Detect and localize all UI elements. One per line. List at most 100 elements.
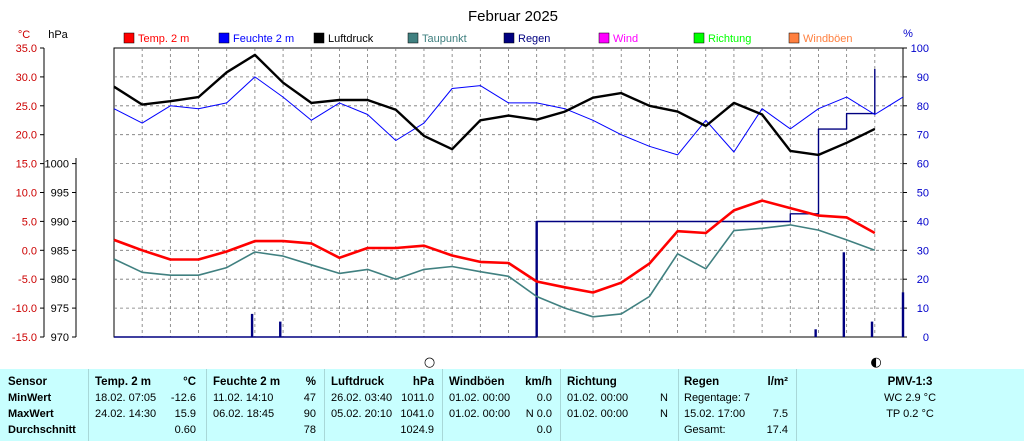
pressure-tick-label: 970 <box>51 332 69 344</box>
stats-pressure-title: Luftdruck <box>331 376 385 388</box>
pressure-tick-label: 985 <box>51 245 69 257</box>
legend-swatch <box>123 32 135 44</box>
stats-gusts-unit: km/h <box>525 376 552 388</box>
stats-direction-title: Richtung <box>567 376 617 388</box>
legend-swatch <box>503 32 515 44</box>
legend-swatch <box>598 32 610 44</box>
temp-tick-label: 25.0 <box>16 101 37 113</box>
legend-label: Windböen <box>803 33 853 45</box>
stats-divider <box>678 369 679 441</box>
stats-direction-min-value: N <box>660 392 668 404</box>
stats-temp-unit: °C <box>183 376 196 388</box>
rain-daily-bar <box>870 321 874 337</box>
percent-tick-label: 80 <box>917 101 929 113</box>
stats-temp-title: Temp. 2 m <box>95 376 152 388</box>
legend-label: Regen <box>518 33 550 45</box>
stats-pmv-dewpoint: TP 0.2 °C <box>886 408 934 420</box>
percent-tick-label: 20 <box>917 274 929 286</box>
rain-daily-bar <box>842 252 846 337</box>
stats-humidity-max-value: 90 <box>303 408 316 420</box>
stats-rain-total-label: Gesamt: <box>684 424 726 436</box>
chart-series: ○ ◐ <box>113 53 905 369</box>
stats-direction-min-time: 01.02. 00:00 <box>567 392 629 404</box>
stats-humidity-max-time: 06.02. 18:45 <box>213 408 275 420</box>
stats-rain-col: Regen l/m² Regentage: 7 15.02. 17:00 7.5… <box>678 369 796 441</box>
rain-daily-bar <box>901 292 905 337</box>
stats-divider <box>560 369 561 441</box>
temp-tick-label: 0.0 <box>22 245 37 257</box>
pressure-unit-label: hPa <box>48 29 68 41</box>
stats-rain-days: Regentage: 7 <box>684 392 751 404</box>
series-line-temp <box>113 199 876 294</box>
stats-divider <box>324 369 325 441</box>
pressure-tick-label: 980 <box>51 274 69 286</box>
percent-tick-label: 60 <box>917 159 929 171</box>
stats-gusts-min-value: 0.0 <box>536 392 552 404</box>
series-line-pressure <box>113 53 876 157</box>
percent-unit-label: % <box>903 28 913 40</box>
stats-rain-max-value: 7.5 <box>772 408 788 420</box>
stats-pressure-avg: 1024.9 <box>400 424 434 436</box>
stats-humidity-avg: 78 <box>303 424 316 436</box>
stats-temp-avg: 0.60 <box>174 424 196 436</box>
stats-pressure-col: Luftdruck hPa 26.02. 03:40 1011.0 05.02.… <box>324 369 442 441</box>
legend-swatch <box>218 32 230 44</box>
temp-tick-label: 15.0 <box>16 159 37 171</box>
stats-gusts-title: Windböen <box>449 376 505 388</box>
pressure-tick-label: 990 <box>51 216 69 228</box>
legend-swatch <box>313 32 325 44</box>
percent-tick-label: 70 <box>917 130 929 142</box>
series-line-dewpoint <box>113 224 876 318</box>
pressure-tick-label: 975 <box>51 303 69 315</box>
stats-divider <box>796 369 797 441</box>
chart-legend: Temp. 2 m Feuchte 2 m Luftdruck Taupunkt Reg… <box>123 32 853 45</box>
moon-phase-icon: ○ <box>424 355 435 369</box>
stats-pressure-min-value: 1011.0 <box>401 392 434 404</box>
stats-rain-unit: l/m² <box>767 376 788 388</box>
stats-pmv-col: PMV-1:3 WC 2.9 °C TP 0.2 °C <box>796 369 1024 441</box>
rain-daily-bar <box>279 321 282 337</box>
stats-temp-min-value: -12.6 <box>170 392 196 404</box>
stats-pressure-min-time: 26.02. 03:40 <box>331 392 393 404</box>
pressure-tick-label: 1000 <box>45 159 69 171</box>
legend-swatch <box>788 32 800 44</box>
stats-sensor-col: Sensor MinWert MaxWert Durchschnitt <box>0 369 88 441</box>
stats-divider <box>88 369 89 441</box>
series-line-rain <box>114 69 876 338</box>
legend-swatch <box>693 32 705 44</box>
legend-label: Taupunkt <box>422 33 467 45</box>
percent-tick-label: 0 <box>923 332 929 344</box>
percent-tick-label: 50 <box>917 188 929 200</box>
temp-tick-label: 35.0 <box>16 43 37 55</box>
temp-tick-label: -5.0 <box>18 274 37 286</box>
stats-rain-total-value: 17.4 <box>766 424 788 436</box>
temp-tick-label: -15.0 <box>12 332 37 344</box>
stats-direction-max-value: N <box>660 408 668 420</box>
stats-gusts-avg: 0.0 <box>536 424 552 436</box>
legend-label: Wind <box>613 33 638 45</box>
stats-label-max: MaxWert <box>8 408 54 420</box>
temp-tick-label: 20.0 <box>16 130 37 142</box>
legend-label: Temp. 2 m <box>138 33 189 45</box>
stats-pressure-max-value: 1041.0 <box>400 408 434 420</box>
temp-tick-label: 30.0 <box>16 72 37 84</box>
stats-pmv-windchill: WC 2.9 °C <box>883 392 937 404</box>
weather-chart: Februar 2025 °C hPa % Temp. 2 m Feuchte 2… <box>12 8 929 369</box>
temp-tick-label: 5.0 <box>22 216 37 228</box>
chart-grid <box>113 47 904 338</box>
chart-title: Februar 2025 <box>468 8 558 25</box>
temp-unit-label: °C <box>18 29 30 41</box>
stats-humidity-col: Feuchte 2 m % 11.02. 14:10 47 06.02. 18:… <box>206 369 324 441</box>
stats-panel: Sensor MinWert MaxWert Durchschnitt Temp… <box>0 369 1024 441</box>
stats-pmv-title: PMV-1:3 <box>887 376 933 388</box>
percent-tick-label: 30 <box>917 245 929 257</box>
stats-gusts-col: Windböen km/h 01.02. 00:00 0.0 01.02. 00… <box>442 369 560 441</box>
percent-tick-label: 100 <box>911 43 929 55</box>
temp-tick-label: -10.0 <box>12 303 37 315</box>
stats-humidity-min-time: 11.02. 14:10 <box>213 392 274 404</box>
stats-temp-col: Temp. 2 m °C 18.02. 07:05 -12.6 24.02. 1… <box>88 369 206 441</box>
stats-humidity-unit: % <box>305 376 316 388</box>
temp-tick-label: 10.0 <box>16 188 37 200</box>
rain-daily-bar <box>250 313 254 337</box>
stats-direction-max-time: 01.02. 00:00 <box>567 408 629 420</box>
